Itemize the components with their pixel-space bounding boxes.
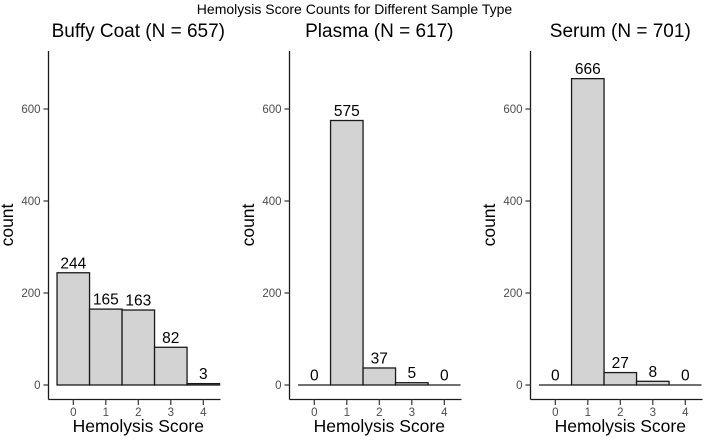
bar-value-label: 5 bbox=[407, 365, 416, 382]
bar bbox=[603, 371, 638, 386]
x-tick-label: 2 bbox=[135, 407, 141, 419]
y-tick-label: 400 bbox=[21, 196, 40, 208]
x-tick-label: 2 bbox=[617, 407, 623, 419]
bar-value-label: 163 bbox=[125, 293, 151, 310]
bar-value-label: 165 bbox=[93, 292, 119, 309]
bar-value-label: 27 bbox=[612, 355, 629, 372]
bar-value-label: 3 bbox=[199, 366, 208, 383]
x-tick-label: 0 bbox=[70, 407, 76, 419]
x-tick-label: 1 bbox=[344, 407, 350, 419]
bar-value-label: 37 bbox=[371, 350, 388, 367]
y-tick-label: 600 bbox=[262, 104, 281, 116]
bar bbox=[88, 308, 123, 386]
x-tick-label: 4 bbox=[200, 407, 207, 419]
x-tick-label: 3 bbox=[650, 407, 656, 419]
x-tick-label: 0 bbox=[311, 407, 317, 419]
bar-value-label: 8 bbox=[648, 364, 657, 381]
bar-value-label: 244 bbox=[60, 255, 86, 272]
x-axis-title: Hemolysis Score bbox=[314, 416, 445, 436]
bar bbox=[121, 309, 156, 386]
y-tick-label: 400 bbox=[503, 196, 522, 208]
bar-value-label: 666 bbox=[575, 61, 601, 78]
y-tick-label: 200 bbox=[262, 288, 281, 300]
bar bbox=[329, 119, 364, 386]
x-tick-label: 4 bbox=[441, 407, 448, 419]
bar-value-label: 0 bbox=[440, 368, 449, 385]
bar bbox=[362, 367, 397, 386]
y-tick-label: 0 bbox=[34, 380, 40, 392]
panel-buffy-coat: Buffy Coat (N = 657) 0 200 400 600 0 1 2 3 4 244 16… bbox=[0, 21, 225, 436]
y-tick-label: 0 bbox=[275, 380, 281, 392]
x-tick-label: 1 bbox=[103, 407, 109, 419]
bar bbox=[186, 382, 221, 386]
bar-value-label: 0 bbox=[681, 368, 690, 385]
x-tick-label: 0 bbox=[552, 407, 558, 419]
panel-title: Serum (N = 701) bbox=[550, 21, 691, 42]
x-tick-label: 3 bbox=[168, 407, 174, 419]
x-axis-title: Hemolysis Score bbox=[555, 416, 686, 436]
bar-value-label: 82 bbox=[162, 330, 179, 347]
y-tick-label: 0 bbox=[516, 380, 522, 392]
x-tick-label: 2 bbox=[376, 407, 382, 419]
x-tick-label: 3 bbox=[409, 407, 415, 419]
bar bbox=[635, 380, 670, 386]
chart-title: Hemolysis Score Counts for Different Sam… bbox=[196, 1, 513, 17]
y-axis-title: count bbox=[238, 203, 258, 246]
x-tick-label: 1 bbox=[585, 407, 591, 419]
x-tick-label: 4 bbox=[682, 407, 689, 419]
bar bbox=[56, 272, 91, 386]
bar-value-label: 0 bbox=[310, 368, 319, 385]
y-tick-label: 600 bbox=[503, 104, 522, 116]
y-axis-title: count bbox=[479, 203, 499, 246]
x-axis-title: Hemolysis Score bbox=[73, 416, 204, 436]
bar bbox=[153, 346, 188, 386]
bar-value-label: 0 bbox=[551, 368, 560, 385]
bar-value-label: 575 bbox=[334, 103, 360, 120]
y-tick-label: 600 bbox=[21, 104, 40, 116]
y-tick-label: 200 bbox=[21, 288, 40, 300]
panel-title: Buffy Coat (N = 657) bbox=[52, 21, 225, 42]
y-axis-title: count bbox=[0, 203, 17, 246]
panel-title: Plasma (N = 617) bbox=[305, 21, 453, 42]
y-tick-label: 400 bbox=[262, 196, 281, 208]
y-tick-label: 200 bbox=[503, 288, 522, 300]
bar bbox=[570, 77, 605, 386]
bar bbox=[394, 382, 429, 386]
